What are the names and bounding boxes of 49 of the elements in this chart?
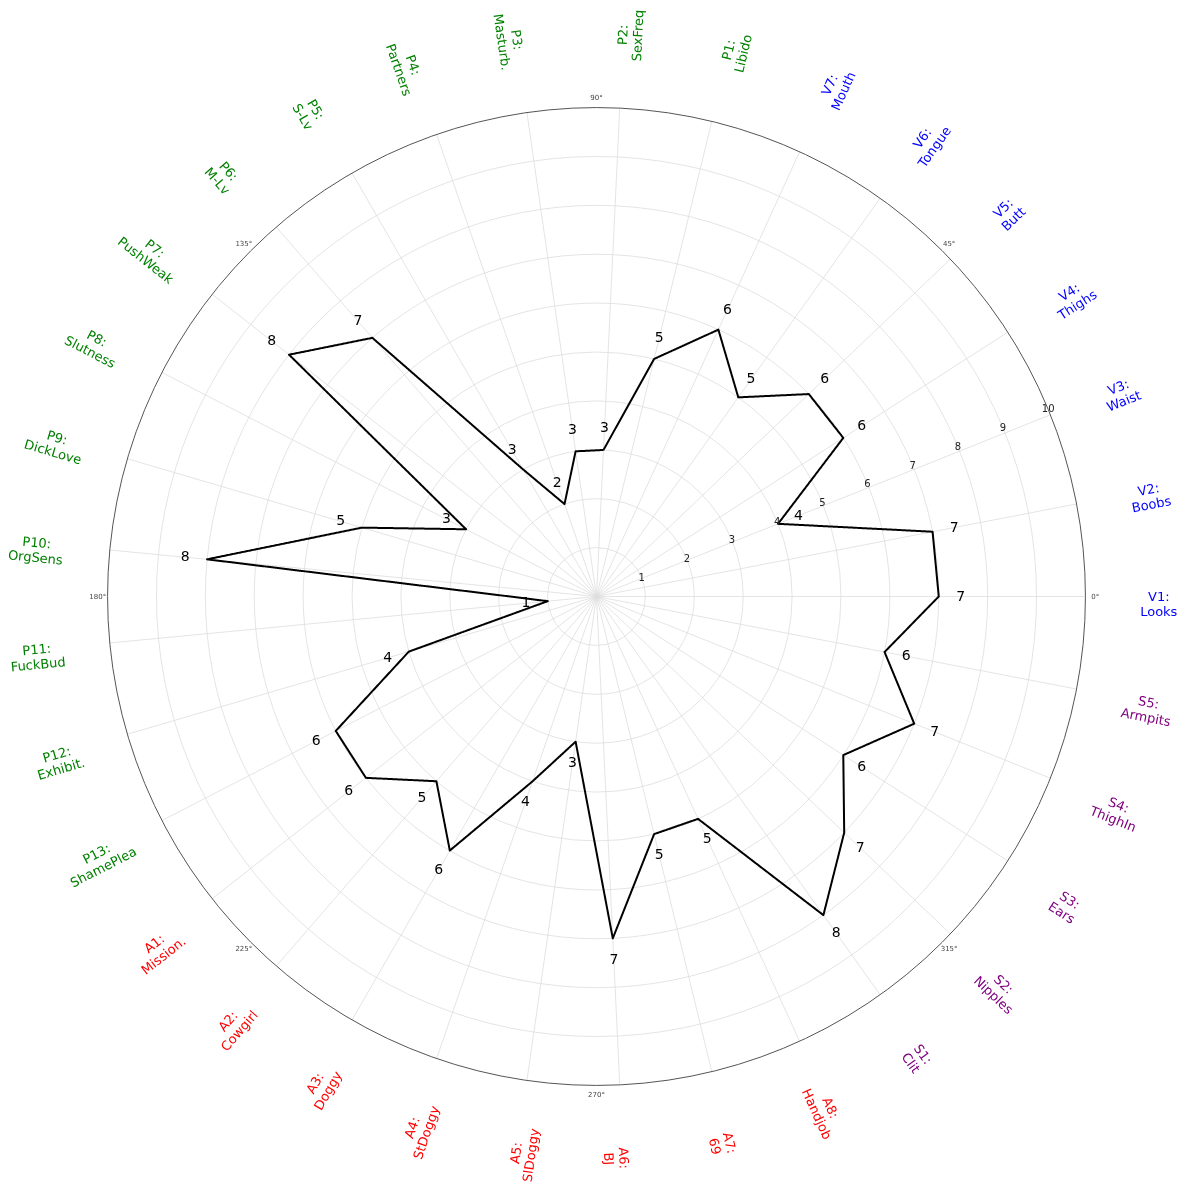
data-label: 6 (311, 732, 321, 749)
data-label: 3 (600, 419, 609, 436)
data-label: 5 (654, 328, 664, 345)
data-label: 7 (855, 838, 865, 855)
spoke-label: P2: SexFreq (614, 9, 647, 62)
spoke-label: P10: OrgSens (7, 533, 64, 568)
data-label: 4 (520, 793, 530, 810)
data-label: 5 (746, 370, 756, 387)
data-label: 7 (353, 312, 363, 329)
data-label: 3 (568, 420, 577, 437)
spoke-label: A7: 69 (705, 1130, 740, 1157)
data-label: 5 (654, 846, 664, 863)
data-label: 6 (857, 417, 867, 433)
spoke-label: S5: Armpits (1119, 693, 1173, 730)
y-tick-label: 10 (1041, 403, 1055, 415)
data-label: 3 (568, 754, 577, 771)
data-label: 2 (552, 474, 562, 491)
data-label: 8 (267, 332, 277, 349)
data-label: 7 (956, 587, 966, 604)
data-label: 6 (723, 300, 733, 317)
spoke-label: V3: Waist (1104, 376, 1144, 415)
data-label: 6 (344, 782, 354, 799)
spoke-label: S3: Ears (1045, 888, 1083, 927)
data-label: 7 (930, 722, 940, 739)
y-tick-label: 9 (999, 422, 1007, 434)
data-label: 4 (794, 506, 804, 523)
spoke-label: P12: Exhibit. (35, 743, 87, 783)
data-label: 5 (417, 788, 427, 805)
spoke-label: S1: Clit (898, 1041, 936, 1076)
spoke-label: P1: Libido (718, 32, 756, 75)
data-label: 5 (702, 829, 712, 846)
data-label: 3 (442, 510, 452, 527)
data-label: 7 (609, 951, 619, 968)
data-label: 6 (820, 369, 830, 386)
data-label: 6 (901, 647, 911, 664)
data-label: 5 (336, 512, 346, 529)
data-label: 6 (857, 758, 867, 774)
spoke-label: A5: SlDoggy (507, 1127, 543, 1183)
spoke-label: V2: Boobs (1130, 480, 1173, 516)
data-label: 6 (434, 860, 444, 877)
data-label: 4 (383, 648, 393, 665)
spoke-label: P11: FuckBud (10, 640, 67, 675)
spoke-label: A6: BJ (600, 1147, 632, 1170)
data-label: 8 (831, 924, 841, 941)
data-label: 8 (180, 548, 190, 565)
spoke-label: P3: Masturb. (490, 12, 526, 72)
data-label: 3 (507, 441, 517, 458)
data-label: 7 (949, 518, 959, 535)
spoke-label: V1: Looks (1140, 588, 1178, 619)
